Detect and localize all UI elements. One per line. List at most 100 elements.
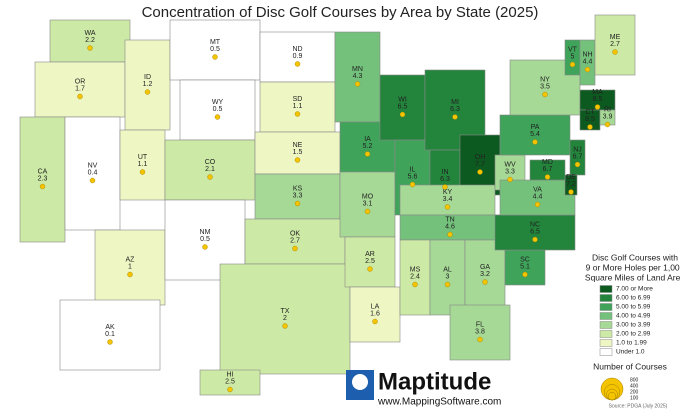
state-abbr: TN — [445, 216, 454, 223]
course-dot — [39, 183, 46, 190]
state-abbr: PA — [531, 124, 540, 131]
state-value: 5.6 — [408, 173, 418, 180]
logo-globe — [352, 374, 368, 390]
state-value: 3.9 — [603, 113, 613, 120]
state-value: 2.5 — [225, 378, 235, 385]
state-abbr: UT — [138, 154, 148, 161]
course-dot — [202, 244, 208, 250]
state-value: 1.1 — [138, 161, 148, 168]
legend-label: 2.00 to 2.99 — [616, 331, 651, 338]
course-dot — [144, 89, 151, 95]
legend-label: 5.00 to 5.99 — [616, 304, 651, 311]
state-value: 3.8 — [475, 328, 485, 335]
states: WA2.2OR1.7CA2.3NV0.4ID1.2MT0.5WY0.5UT1.1… — [19, 14, 636, 396]
course-dot — [292, 245, 298, 252]
state — [379, 74, 426, 141]
course-dot — [544, 174, 551, 180]
state — [529, 159, 566, 181]
legend-swatch — [599, 312, 613, 320]
size-legend-circle — [607, 391, 617, 401]
state-value: 5 — [571, 53, 575, 60]
legend-swatch — [599, 285, 613, 293]
state-abbr: WI — [398, 96, 407, 103]
state — [499, 114, 571, 156]
course-dot — [568, 189, 574, 195]
state-value: 2.2 — [85, 37, 95, 44]
state-value: 3.1 — [363, 200, 373, 207]
state-abbr: VT — [568, 46, 578, 53]
state — [49, 19, 131, 63]
course-dot — [532, 236, 538, 243]
source: Source: PDGA (July 2025) — [609, 403, 668, 409]
state-abbr: MN — [352, 66, 363, 73]
course-dot — [107, 339, 113, 345]
state-value: 2.7 — [610, 41, 620, 48]
state-value: 2.3 — [38, 175, 48, 182]
state-abbr: TX — [281, 308, 290, 315]
state-abbr: CA — [38, 168, 48, 175]
legend-label: 4.00 to 4.99 — [616, 313, 651, 320]
state — [59, 299, 161, 371]
state — [569, 139, 586, 176]
legend-label: 3.00 to 3.99 — [616, 322, 651, 329]
course-dot — [444, 204, 451, 210]
state-value: 0.1 — [105, 331, 115, 338]
course-dot — [604, 121, 611, 128]
state-abbr: MI — [451, 99, 459, 106]
course-dot — [372, 318, 378, 325]
state-value: 6.5 — [530, 228, 540, 235]
course-dot — [447, 231, 453, 238]
course-dot — [594, 104, 601, 110]
state-value: 2 — [283, 315, 287, 322]
state-abbr: MD — [542, 159, 553, 166]
course-dot — [77, 93, 83, 100]
legend-swatch — [599, 294, 613, 302]
legend-swatch — [599, 330, 613, 338]
course-dot — [412, 281, 418, 288]
state-value: 5.4 — [530, 131, 540, 138]
state-value: 1.5 — [293, 149, 303, 156]
state — [219, 263, 351, 375]
state-value: 1.1 — [293, 103, 303, 110]
state-abbr: CT — [585, 109, 595, 116]
state-abbr: WY — [212, 99, 224, 106]
legend-label: 6.00 to 6.99 — [616, 295, 651, 302]
state — [494, 214, 576, 251]
state-value: 2.1 — [205, 166, 215, 173]
course-dot — [294, 111, 301, 117]
state-value: 1.6 — [370, 310, 380, 317]
state-abbr: NY — [540, 76, 550, 83]
state-abbr: MS — [410, 266, 421, 273]
state-abbr: WA — [84, 30, 95, 37]
state-abbr: NH — [582, 51, 592, 58]
state — [344, 236, 396, 288]
course-dot — [282, 323, 288, 329]
state — [504, 249, 546, 286]
state-abbr: KS — [293, 185, 303, 192]
legend-label: 1.0 to 1.99 — [616, 340, 647, 347]
state-value: 1 — [128, 263, 132, 270]
state-abbr: VA — [533, 186, 542, 193]
state — [499, 179, 576, 216]
state-abbr: FL — [476, 321, 484, 328]
state-abbr: SC — [520, 256, 530, 263]
state — [19, 116, 66, 243]
state-value: 5.2 — [363, 143, 373, 150]
state-value: 2.5 — [365, 258, 375, 265]
course-dot — [139, 169, 146, 175]
state — [254, 173, 341, 220]
course-dot — [444, 281, 451, 288]
state-abbr: MA — [592, 89, 603, 96]
legend-label: 7.00 or More — [616, 286, 653, 293]
logo-name: Maptitude — [378, 368, 491, 395]
state — [259, 31, 336, 83]
course-dot — [534, 201, 541, 208]
size-legend-title: Number of Courses — [593, 361, 667, 371]
state-abbr: GA — [480, 264, 490, 271]
state-abbr: AZ — [126, 256, 136, 263]
state — [259, 81, 336, 133]
course-dot — [294, 157, 301, 163]
state-abbr: NC — [530, 221, 540, 228]
size-legend-label: 200 — [630, 389, 639, 395]
